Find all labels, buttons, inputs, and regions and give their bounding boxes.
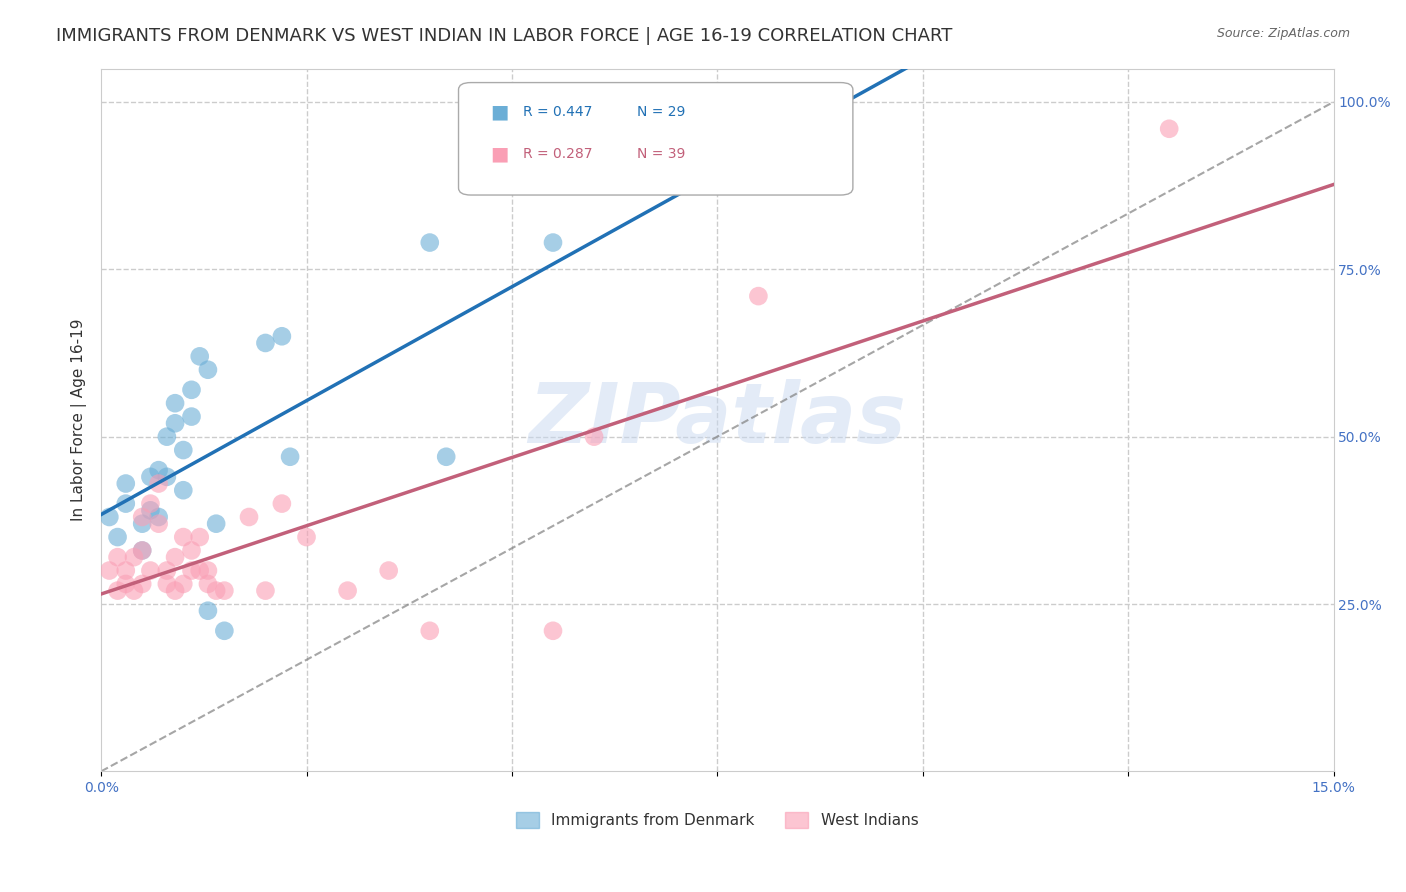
Point <box>98 564 121 578</box>
Point <box>197 604 219 618</box>
Point <box>139 564 162 578</box>
Point <box>139 470 162 484</box>
Point <box>131 516 153 531</box>
Point <box>148 463 170 477</box>
Point <box>165 583 187 598</box>
Point <box>295 530 318 544</box>
Text: R = 0.447: R = 0.447 <box>523 105 592 120</box>
Point <box>278 450 301 464</box>
Point <box>172 443 194 458</box>
Point <box>336 583 359 598</box>
Text: ZIPatlas: ZIPatlas <box>529 379 907 460</box>
Text: N = 29: N = 29 <box>637 105 686 120</box>
Point <box>238 510 260 524</box>
Point <box>114 577 136 591</box>
Point <box>131 577 153 591</box>
Point <box>419 235 441 250</box>
Point <box>131 543 153 558</box>
Point <box>180 409 202 424</box>
Point <box>139 503 162 517</box>
Point <box>419 624 441 638</box>
Text: N = 39: N = 39 <box>637 147 686 161</box>
Point <box>156 430 179 444</box>
Point <box>114 497 136 511</box>
Point <box>107 550 129 565</box>
Point <box>747 289 769 303</box>
Point <box>188 564 211 578</box>
Point <box>214 624 236 638</box>
Point <box>165 396 187 410</box>
Point <box>583 430 606 444</box>
Point <box>180 383 202 397</box>
Point <box>254 583 277 598</box>
Point <box>165 550 187 565</box>
Point <box>197 564 219 578</box>
Point <box>172 530 194 544</box>
Point <box>180 564 202 578</box>
Point <box>270 497 292 511</box>
Point <box>205 583 228 598</box>
Text: Source: ZipAtlas.com: Source: ZipAtlas.com <box>1216 27 1350 40</box>
Text: ■: ■ <box>491 145 509 164</box>
Text: R = 0.287: R = 0.287 <box>523 147 592 161</box>
Point <box>122 550 145 565</box>
Point <box>156 564 179 578</box>
Point <box>180 543 202 558</box>
Text: ■: ■ <box>491 103 509 121</box>
Point <box>165 417 187 431</box>
Point <box>377 564 399 578</box>
Text: IMMIGRANTS FROM DENMARK VS WEST INDIAN IN LABOR FORCE | AGE 16-19 CORRELATION CH: IMMIGRANTS FROM DENMARK VS WEST INDIAN I… <box>56 27 953 45</box>
Point <box>107 530 129 544</box>
Point <box>139 497 162 511</box>
Point <box>114 476 136 491</box>
Point <box>148 516 170 531</box>
Point <box>254 335 277 350</box>
Point <box>541 235 564 250</box>
Point <box>107 583 129 598</box>
Point <box>131 543 153 558</box>
Point <box>434 450 457 464</box>
Point <box>541 624 564 638</box>
Point <box>1159 121 1181 136</box>
Y-axis label: In Labor Force | Age 16-19: In Labor Force | Age 16-19 <box>72 318 87 521</box>
Point <box>98 510 121 524</box>
Point <box>188 530 211 544</box>
Point <box>172 483 194 498</box>
Point <box>148 510 170 524</box>
Point <box>197 363 219 377</box>
Point <box>214 583 236 598</box>
Point <box>197 577 219 591</box>
Point <box>172 577 194 591</box>
Point <box>122 583 145 598</box>
Point <box>131 510 153 524</box>
Point <box>205 516 228 531</box>
Point <box>148 476 170 491</box>
Legend: Immigrants from Denmark, West Indians: Immigrants from Denmark, West Indians <box>510 805 924 834</box>
Point <box>114 564 136 578</box>
Point <box>156 577 179 591</box>
Point <box>188 349 211 363</box>
FancyBboxPatch shape <box>458 83 853 195</box>
Point <box>270 329 292 343</box>
Point <box>156 470 179 484</box>
